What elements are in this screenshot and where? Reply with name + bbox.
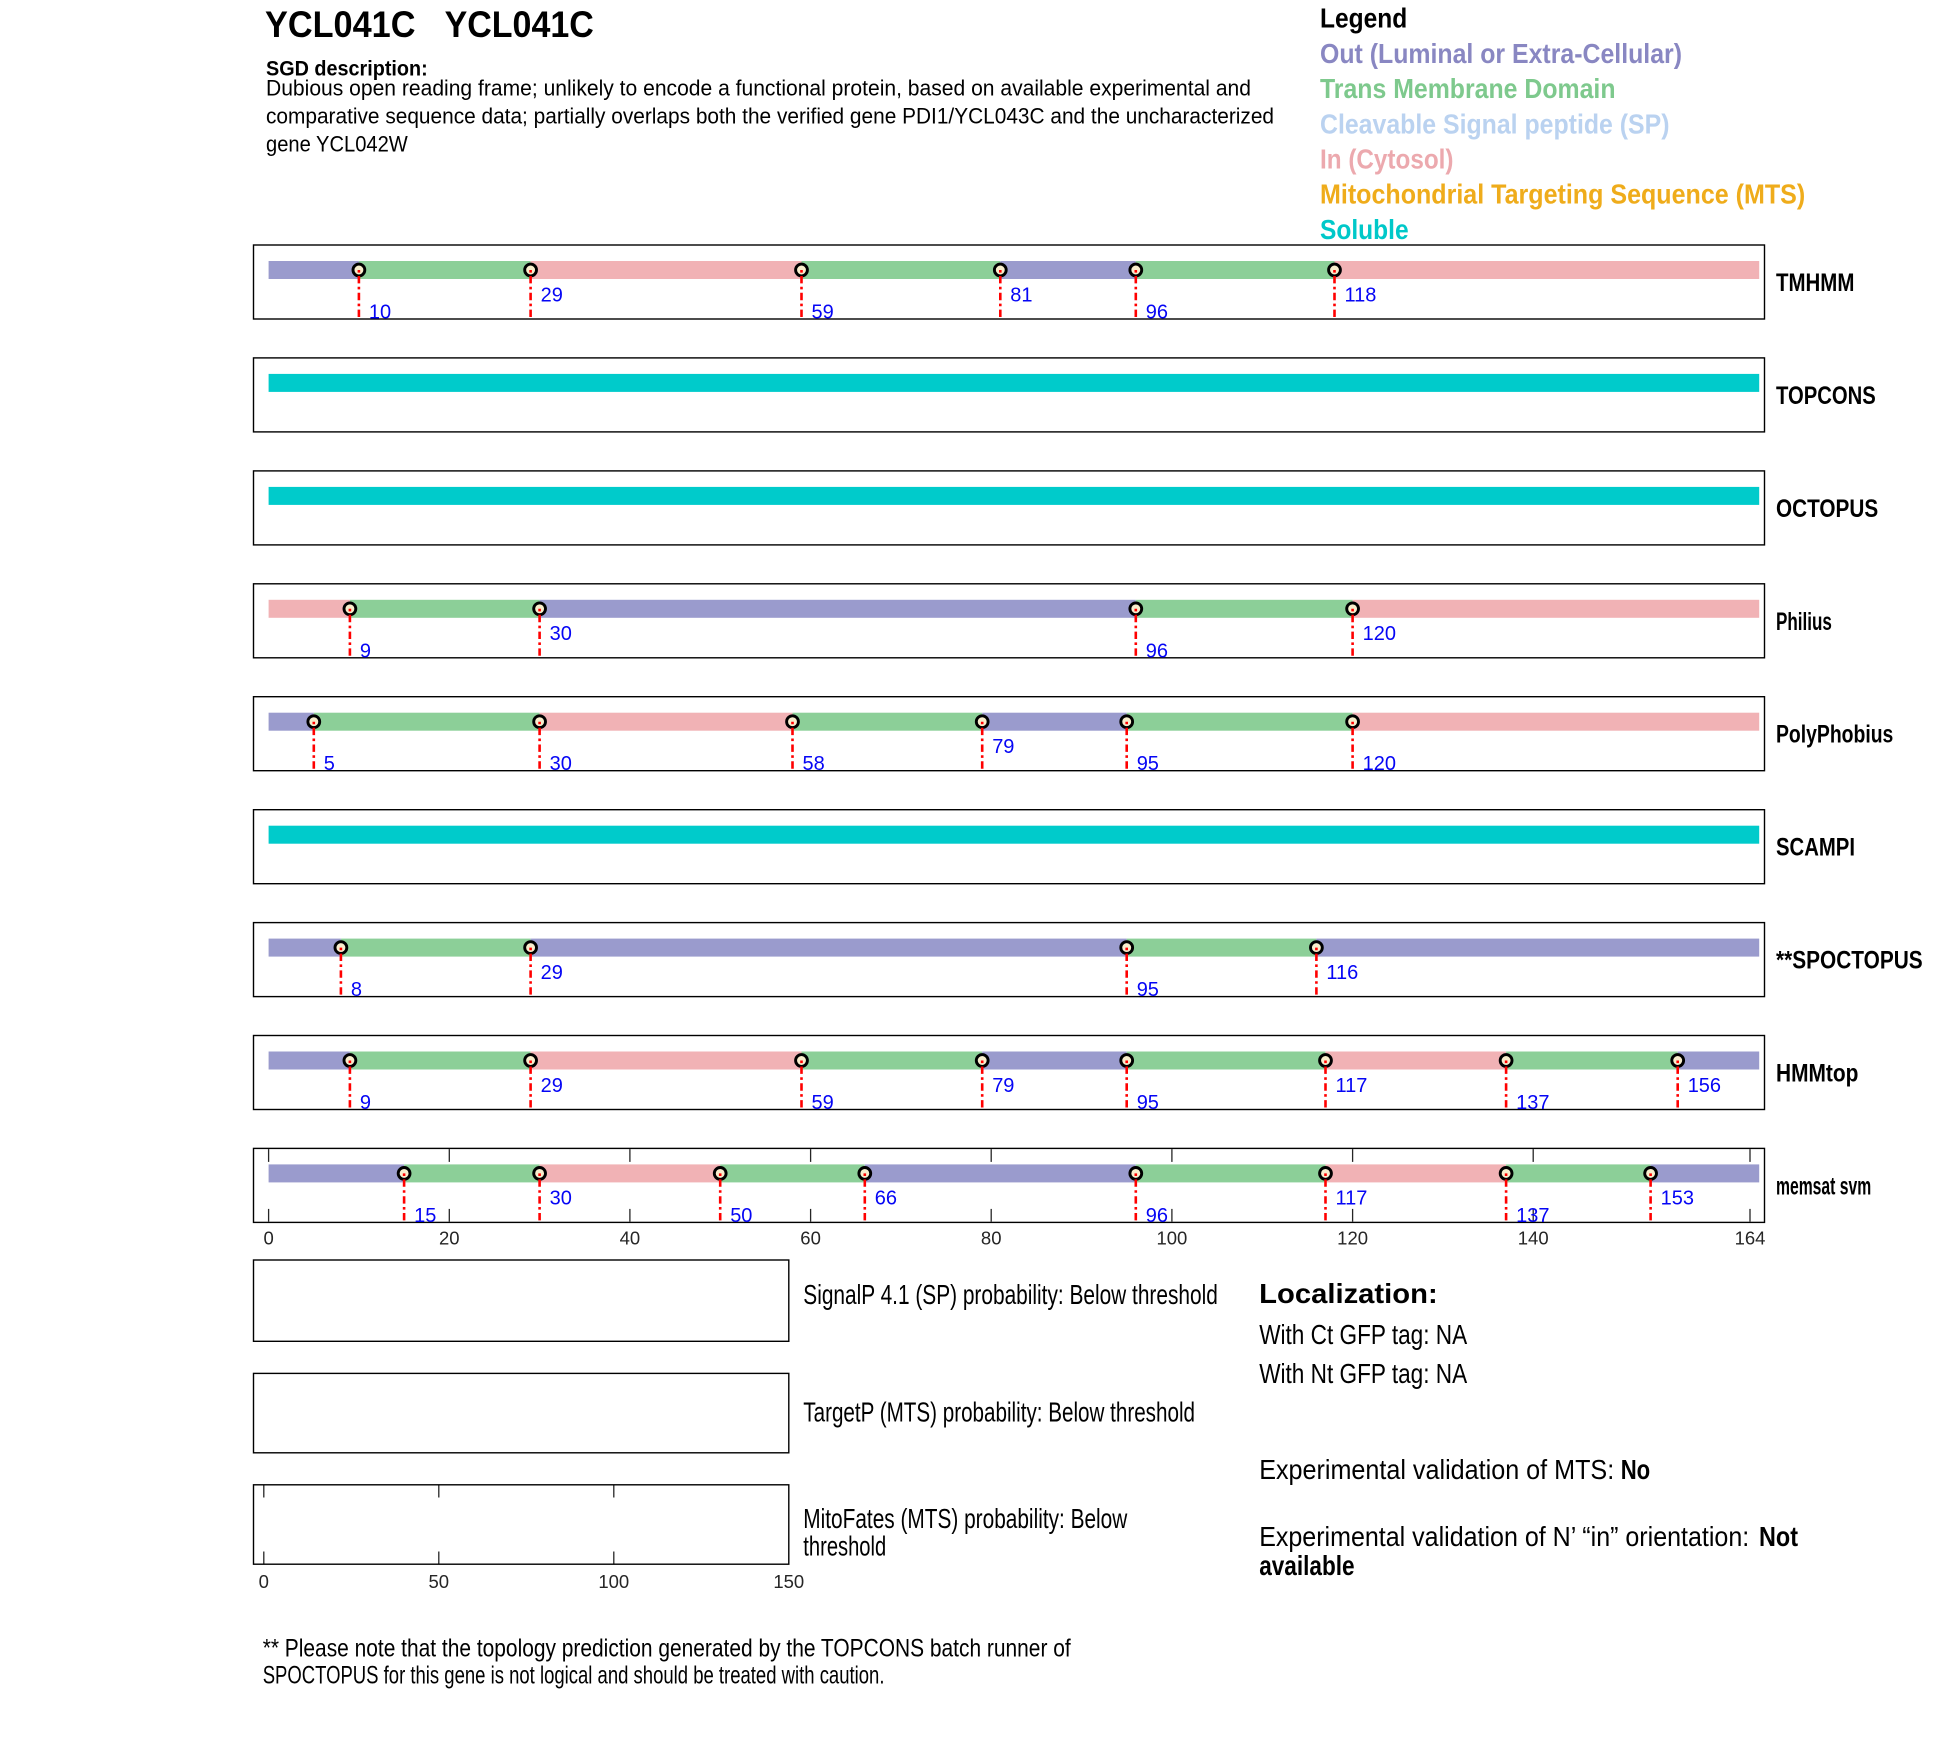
svg-text:comparative sequence data; par: comparative sequence data; partially ove…: [266, 104, 1274, 129]
svg-text:95: 95: [1137, 979, 1159, 1001]
svg-text:15: 15: [414, 1205, 436, 1227]
svg-text:95: 95: [1137, 753, 1159, 775]
svg-text:In (Cytosol): In (Cytosol): [1320, 144, 1454, 175]
svg-text:117: 117: [1336, 1075, 1368, 1097]
svg-text:8: 8: [351, 979, 362, 1001]
svg-text:95: 95: [1137, 1092, 1159, 1114]
svg-text:29: 29: [541, 284, 563, 306]
svg-text:Trans Membrane Domain: Trans Membrane Domain: [1320, 73, 1616, 104]
svg-text:96: 96: [1146, 640, 1168, 662]
svg-text:Mitochondrial Targeting Sequen: Mitochondrial Targeting Sequence (MTS): [1320, 179, 1805, 210]
svg-text:80: 80: [981, 1228, 1002, 1249]
svg-text:gene YCL042W: gene YCL042W: [266, 132, 408, 157]
svg-text:50: 50: [429, 1571, 450, 1592]
svg-text:30: 30: [550, 753, 572, 775]
svg-text:Dubious open reading frame; un: Dubious open reading frame; unlikely to …: [266, 76, 1251, 101]
svg-text:137: 137: [1516, 1205, 1549, 1227]
svg-text:79: 79: [992, 736, 1014, 758]
svg-text:30: 30: [550, 623, 572, 645]
svg-text:100: 100: [1156, 1228, 1187, 1249]
svg-text:116: 116: [1326, 962, 1358, 984]
svg-text:TMHMM: TMHMM: [1776, 269, 1854, 297]
svg-text:120: 120: [1363, 753, 1396, 775]
svg-text:66: 66: [875, 1188, 897, 1210]
svg-text:Out (Luminal or Extra-Cellular: Out (Luminal or Extra-Cellular): [1320, 38, 1682, 69]
svg-text:Localization:: Localization:: [1259, 1278, 1438, 1309]
svg-text:threshold: threshold: [803, 1531, 886, 1562]
svg-text:150: 150: [773, 1571, 804, 1592]
svg-text:30: 30: [550, 1188, 572, 1210]
svg-text:Not: Not: [1759, 1521, 1798, 1552]
svg-text:9: 9: [360, 640, 371, 662]
svg-text:YCL041C: YCL041C: [265, 4, 416, 45]
svg-text:5: 5: [324, 753, 335, 775]
svg-text:59: 59: [812, 1092, 834, 1114]
svg-text:50: 50: [730, 1205, 752, 1227]
svg-text:164: 164: [1735, 1228, 1766, 1249]
svg-text:137: 137: [1516, 1092, 1549, 1114]
svg-text:81: 81: [1010, 284, 1032, 306]
svg-text:Legend: Legend: [1320, 3, 1407, 34]
svg-text:120: 120: [1363, 623, 1396, 645]
svg-text:Experimental validation of MTS: Experimental validation of MTS:: [1259, 1454, 1614, 1485]
svg-text:TOPCONS: TOPCONS: [1776, 382, 1876, 410]
svg-text:With Ct GFP tag: NA: With Ct GFP tag: NA: [1259, 1319, 1467, 1350]
svg-text:156: 156: [1688, 1075, 1721, 1097]
svg-text:79: 79: [992, 1075, 1014, 1097]
svg-text:Philius: Philius: [1776, 608, 1832, 636]
svg-text:Soluble: Soluble: [1320, 214, 1409, 245]
svg-text:20: 20: [439, 1228, 460, 1249]
svg-text:140: 140: [1518, 1228, 1549, 1249]
svg-text:Cleavable Signal peptide (SP): Cleavable Signal peptide (SP): [1320, 108, 1670, 139]
svg-text:available: available: [1259, 1550, 1354, 1581]
svg-text:0: 0: [259, 1571, 269, 1592]
svg-text:** Please note that the topolo: ** Please note that the topology predict…: [263, 1635, 1071, 1663]
svg-text:Experimental validation of N’: Experimental validation of N’ “in” orien…: [1259, 1521, 1749, 1552]
svg-text:120: 120: [1337, 1228, 1368, 1249]
svg-text:9: 9: [360, 1092, 371, 1114]
svg-text:YCL041C: YCL041C: [445, 4, 594, 45]
svg-text:With Nt GFP tag: NA: With Nt GFP tag: NA: [1259, 1358, 1467, 1389]
svg-text:59: 59: [812, 302, 834, 324]
svg-text:OCTOPUS: OCTOPUS: [1776, 495, 1878, 523]
svg-text:0: 0: [263, 1228, 273, 1249]
svg-text:29: 29: [541, 1075, 563, 1097]
svg-text:29: 29: [541, 962, 563, 984]
svg-text:No: No: [1621, 1454, 1651, 1485]
svg-text:40: 40: [620, 1228, 641, 1249]
svg-text:SPOCTOPUS for this gene is not: SPOCTOPUS for this gene is not logical a…: [263, 1662, 885, 1690]
svg-text:153: 153: [1661, 1188, 1694, 1210]
svg-text:60: 60: [800, 1228, 821, 1249]
svg-text:100: 100: [598, 1571, 629, 1592]
svg-text:117: 117: [1336, 1188, 1368, 1210]
svg-text:58: 58: [803, 753, 825, 775]
svg-text:SCAMPI: SCAMPI: [1776, 834, 1855, 862]
svg-text:96: 96: [1146, 1205, 1168, 1227]
svg-text:memsat svm: memsat svm: [1776, 1172, 1871, 1200]
svg-text:96: 96: [1146, 302, 1168, 324]
svg-text:118: 118: [1345, 284, 1377, 306]
svg-text:HMMtop: HMMtop: [1776, 1060, 1858, 1088]
svg-text:SGD description:: SGD description:: [266, 58, 428, 81]
svg-text:TargetP (MTS) probability: Bel: TargetP (MTS) probability: Below thresho…: [803, 1397, 1195, 1428]
svg-text:MitoFates (MTS) probability: B: MitoFates (MTS) probability: Below: [803, 1503, 1128, 1534]
svg-text:SignalP 4.1 (SP) probability:: SignalP 4.1 (SP) probability: Below thre…: [803, 1279, 1218, 1310]
svg-text:10: 10: [369, 302, 391, 324]
svg-text:**SPOCTOPUS: **SPOCTOPUS: [1776, 947, 1923, 975]
svg-text:PolyPhobius: PolyPhobius: [1776, 721, 1893, 749]
